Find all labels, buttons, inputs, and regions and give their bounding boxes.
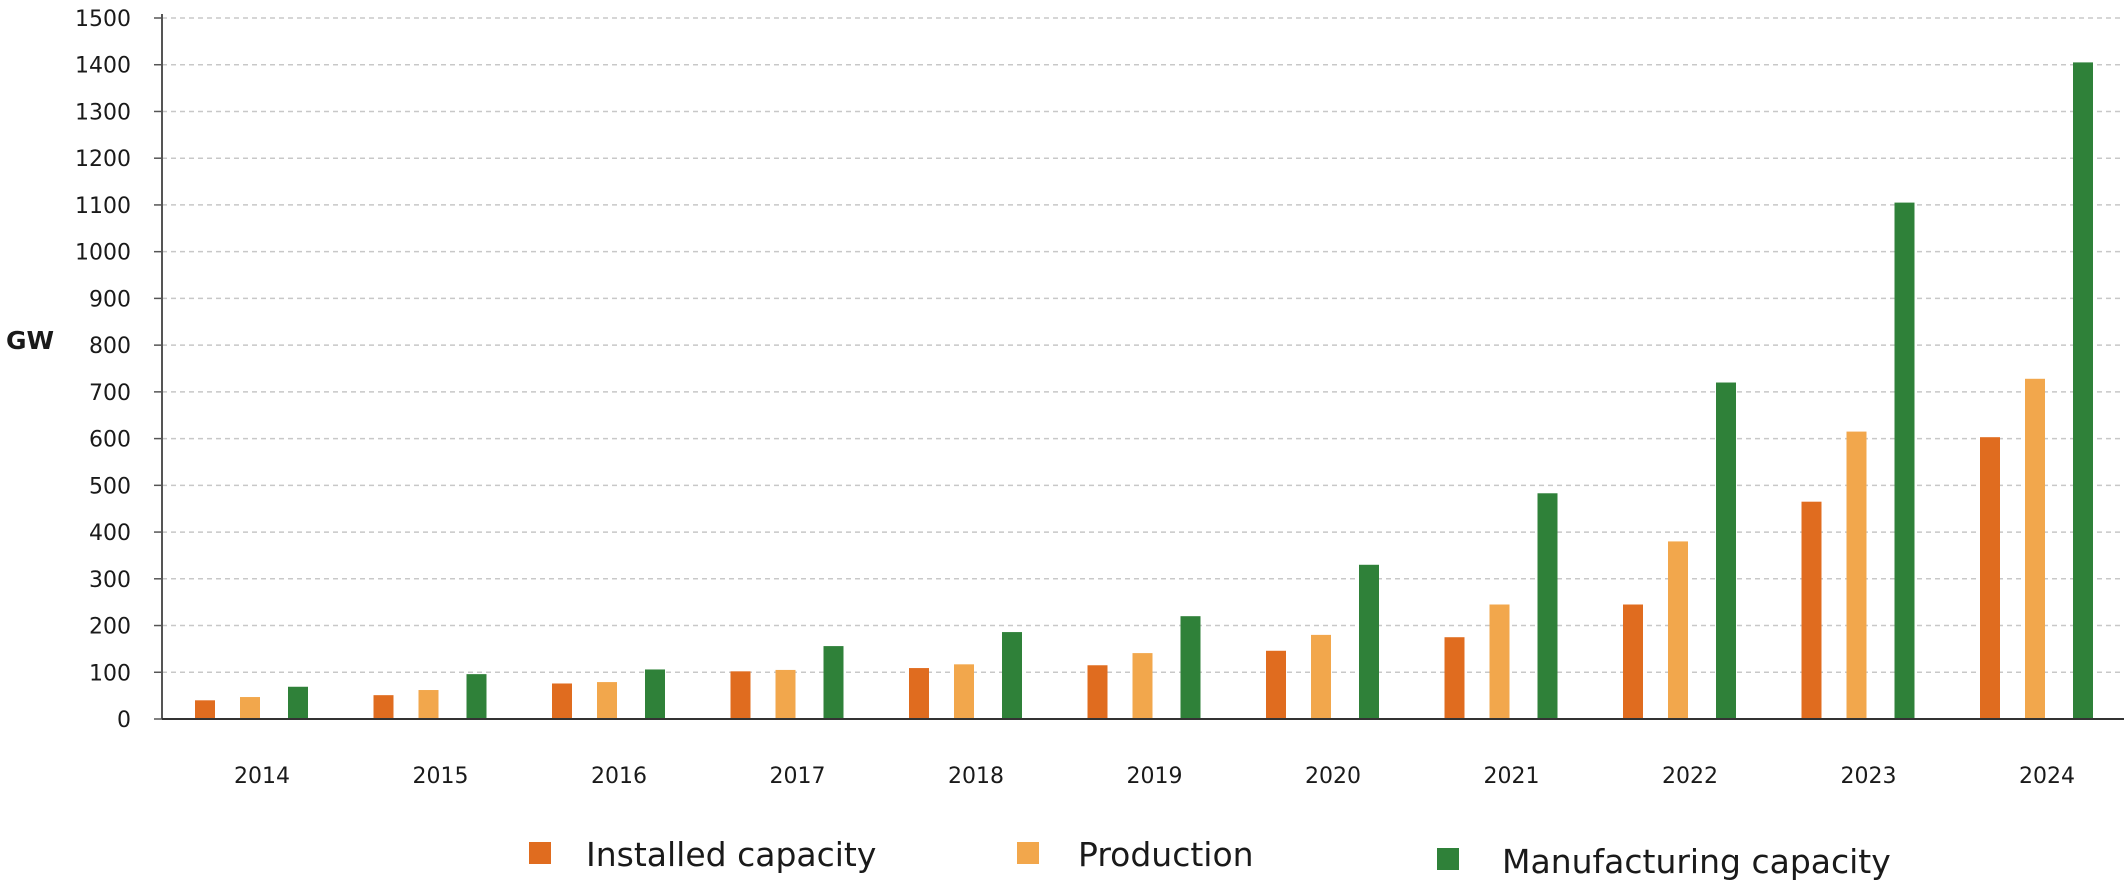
y-tick-label: 1200 <box>75 147 131 172</box>
bar-installed-capacity-2016 <box>552 683 572 719</box>
y-tick-label: 300 <box>89 568 131 593</box>
x-tick-label: 2022 <box>1662 764 1718 789</box>
x-tick-label: 2017 <box>770 764 826 789</box>
x-tick-label: 2018 <box>948 764 1004 789</box>
legend-label-manufacturing-capacity: Manufacturing capacity <box>1502 842 1891 881</box>
x-tick-label: 2023 <box>1841 764 1897 789</box>
y-tick-label: 700 <box>89 381 131 406</box>
y-tick-label: 600 <box>89 428 131 453</box>
bar-manufacturing-capacity-2021 <box>1537 493 1558 719</box>
bar-installed-capacity-2022 <box>1623 604 1643 719</box>
y-axis-ticks: 0 100 200 300 400 500 600 700 800 900 1000 1100 1200… <box>75 7 162 733</box>
legend: Installed capacity Production Manufacturin… <box>529 835 1891 881</box>
x-tick-label: 2024 <box>2019 764 2075 789</box>
x-axis-ticks: 2014 2015 2016 2017 2018 2019 2020 2021 2022 2023… <box>234 764 2075 789</box>
bar-production-2014 <box>240 697 260 719</box>
bar-manufacturing-capacity-2023 <box>1894 202 1915 719</box>
legend-swatch-production <box>1017 842 1039 864</box>
axes <box>161 14 2124 720</box>
bar-manufacturing-capacity-2020 <box>1359 564 1379 719</box>
bar-production-2024 <box>2025 378 2045 719</box>
bar-manufacturing-capacity-2016 <box>645 669 665 719</box>
bars <box>195 62 2093 719</box>
legend-label-production: Production <box>1078 835 1254 874</box>
x-tick-label: 2014 <box>234 764 290 789</box>
bar-production-2016 <box>597 682 617 719</box>
bar-installed-capacity-2023 <box>1801 501 1822 719</box>
bar-installed-capacity-2020 <box>1266 650 1286 719</box>
bar-production-2018 <box>954 664 974 719</box>
y-tick-label: 100 <box>89 661 131 686</box>
bar-manufacturing-capacity-2015 <box>466 674 487 719</box>
bar-production-2015 <box>418 690 439 719</box>
y-tick-label: 0 <box>117 708 131 733</box>
bar-production-2021 <box>1489 604 1510 719</box>
bar-installed-capacity-2018 <box>909 668 929 719</box>
y-tick-label: 400 <box>89 521 131 546</box>
legend-swatch-installed-capacity <box>529 842 551 864</box>
bar-installed-capacity-2015 <box>373 695 394 719</box>
bar-installed-capacity-2021 <box>1444 637 1465 719</box>
y-tick-label: 1400 <box>75 54 131 79</box>
y-axis-label: GW <box>6 326 54 355</box>
bar-manufacturing-capacity-2019 <box>1180 616 1201 719</box>
bar-manufacturing-capacity-2022 <box>1716 382 1736 719</box>
x-tick-label: 2015 <box>413 764 469 789</box>
y-tick-label: 900 <box>89 287 131 312</box>
y-tick-label: 200 <box>89 615 131 640</box>
bar-manufacturing-capacity-2017 <box>823 646 844 719</box>
bar-installed-capacity-2019 <box>1087 665 1108 719</box>
bar-manufacturing-capacity-2014 <box>288 686 308 719</box>
x-tick-label: 2020 <box>1305 764 1361 789</box>
y-tick-label: 1500 <box>75 7 131 32</box>
x-tick-label: 2021 <box>1484 764 1540 789</box>
x-tick-label: 2016 <box>591 764 647 789</box>
bar-production-2022 <box>1668 541 1688 719</box>
bar-production-2017 <box>775 669 796 719</box>
bar-installed-capacity-2024 <box>1980 437 2000 719</box>
bar-manufacturing-capacity-2024 <box>2073 62 2093 719</box>
x-tick-label: 2019 <box>1127 764 1183 789</box>
y-tick-label: 800 <box>89 334 131 359</box>
y-tick-label: 1000 <box>75 241 131 266</box>
y-tick-label: 1300 <box>75 100 131 125</box>
bar-production-2020 <box>1311 634 1331 719</box>
gridlines <box>162 17 2124 674</box>
bar-installed-capacity-2017 <box>730 671 751 719</box>
bar-manufacturing-capacity-2018 <box>1002 632 1022 719</box>
bar-production-2023 <box>1846 431 1867 719</box>
bar-installed-capacity-2014 <box>195 700 215 719</box>
bar-production-2019 <box>1132 653 1153 719</box>
y-tick-label: 500 <box>89 474 131 499</box>
y-tick-label: 1100 <box>75 194 131 219</box>
legend-label-installed-capacity: Installed capacity <box>586 835 876 874</box>
legend-swatch-manufacturing-capacity <box>1437 848 1459 870</box>
